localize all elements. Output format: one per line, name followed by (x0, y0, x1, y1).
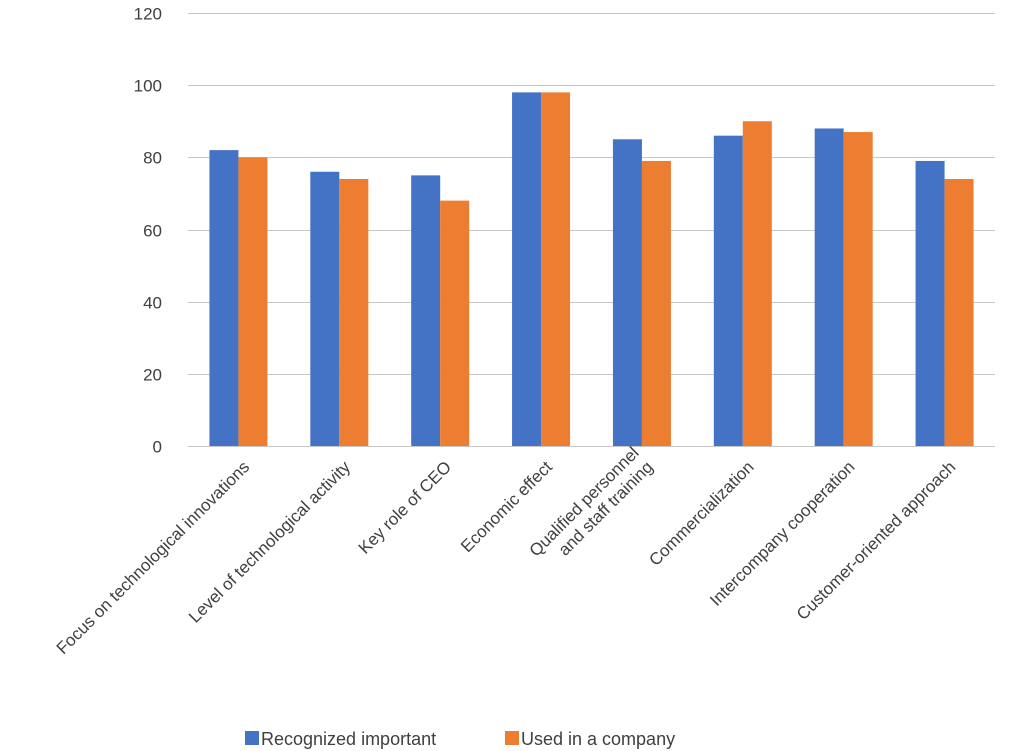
x-category-label: Key role of CEO (355, 457, 455, 557)
y-tick-label: 0 (153, 438, 162, 457)
legend-swatch (245, 731, 259, 745)
x-category-label: Focus on technological innovations (53, 457, 254, 658)
y-tick-label: 100 (134, 77, 162, 96)
x-category-label-line: Key role of CEO (355, 457, 455, 557)
y-tick-label: 60 (143, 222, 162, 241)
bar-recognized-important (612, 139, 642, 446)
bar-used-in-a-company (339, 178, 369, 446)
y-tick-label: 80 (143, 149, 162, 168)
grid-lines (188, 13, 995, 447)
x-category-label-line: Focus on technological innovations (53, 457, 254, 658)
x-category-label-line: Commercialization (645, 457, 757, 569)
bars (209, 92, 974, 447)
x-category-label-line: Level of technological activity (185, 457, 354, 626)
bar-used-in-a-company (641, 160, 671, 447)
y-tick-label: 120 (134, 5, 162, 24)
legend-label: Recognized important (261, 729, 436, 749)
legend: Recognized important Used in a company (245, 729, 675, 749)
bar-used-in-a-company (238, 157, 268, 447)
legend-swatch (505, 731, 519, 745)
bar-recognized-important (713, 135, 743, 446)
bar-used-in-a-company (843, 132, 873, 446)
x-category-label: Customer-oriented approach (793, 457, 959, 623)
bar-used-in-a-company (440, 200, 470, 446)
x-category-label: Level of technological activity (185, 457, 354, 626)
bar-used-in-a-company (742, 121, 772, 446)
bar-recognized-important (814, 128, 844, 446)
x-category-label: Commercialization (645, 457, 757, 569)
bar-recognized-important (310, 171, 340, 446)
bar-used-in-a-company (541, 92, 571, 446)
y-axis-tick-labels: 0 20 40 60 80 100 120 (134, 5, 162, 457)
x-axis-category-labels: Focus on technological innovationsLevel … (53, 443, 960, 658)
legend-label: Used in a company (521, 729, 675, 749)
bar-recognized-important (512, 92, 542, 446)
bar-recognized-important (411, 175, 441, 446)
bar-recognized-important (915, 160, 945, 447)
y-tick-label: 20 (143, 366, 162, 385)
bar-recognized-important (209, 150, 239, 446)
bar-used-in-a-company (944, 178, 974, 446)
y-tick-label: 40 (143, 294, 162, 313)
x-category-label-line: Customer-oriented approach (793, 457, 959, 623)
